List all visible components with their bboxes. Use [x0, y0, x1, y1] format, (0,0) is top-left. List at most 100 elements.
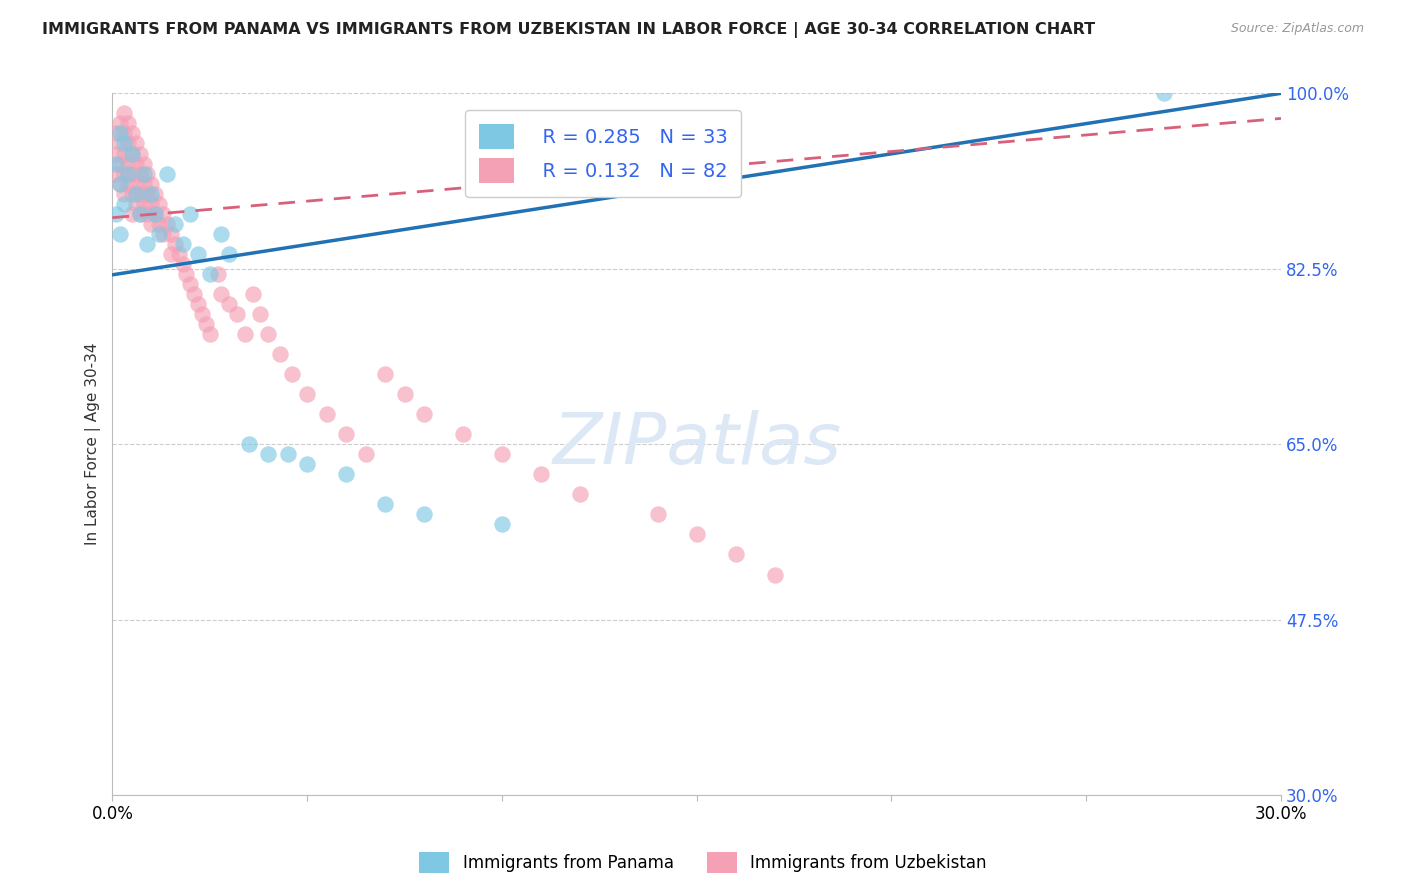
Point [121, 146, 143, 161]
Point [125, 196, 148, 211]
Point [207, 267, 229, 281]
Point [136, 236, 159, 251]
Point [172, 236, 194, 251]
Point [176, 267, 198, 281]
Point [112, 196, 135, 211]
Point [108, 127, 131, 141]
Point [132, 196, 155, 211]
Point [295, 457, 318, 471]
Point [183, 286, 205, 301]
Point [108, 177, 131, 191]
Point [491, 447, 513, 461]
Point [141, 217, 163, 231]
Point [724, 548, 747, 562]
Point [105, 156, 128, 170]
Point [156, 167, 179, 181]
Point [128, 207, 150, 221]
Point [187, 297, 209, 311]
Point [112, 186, 135, 201]
Point [108, 136, 131, 151]
Point [117, 116, 139, 130]
Point [218, 297, 240, 311]
Legend: Immigrants from Panama, Immigrants from Uzbekistan: Immigrants from Panama, Immigrants from … [412, 846, 994, 880]
Point [568, 487, 591, 501]
Point [163, 236, 186, 251]
Text: ZIPatlas: ZIPatlas [553, 409, 841, 479]
Point [242, 286, 264, 301]
Point [763, 567, 786, 582]
Point [148, 196, 170, 211]
Point [112, 127, 135, 141]
Text: IMMIGRANTS FROM PANAMA VS IMMIGRANTS FROM UZBEKISTAN IN LABOR FORCE | AGE 30-34 : IMMIGRANTS FROM PANAMA VS IMMIGRANTS FRO… [42, 22, 1095, 38]
Point [198, 267, 221, 281]
Point [194, 317, 217, 331]
Y-axis label: In Labor Force | Age 30-34: In Labor Force | Age 30-34 [86, 343, 101, 546]
Point [132, 167, 155, 181]
Point [148, 217, 170, 231]
Point [354, 447, 377, 461]
Point [143, 186, 166, 201]
Point [128, 186, 150, 201]
Text: Source: ZipAtlas.com: Source: ZipAtlas.com [1230, 22, 1364, 36]
Point [108, 116, 131, 130]
Point [136, 167, 159, 181]
Point [132, 177, 155, 191]
Point [125, 177, 148, 191]
Point [238, 437, 260, 451]
Point [451, 427, 474, 442]
Point [112, 146, 135, 161]
Point [413, 407, 436, 421]
Point [105, 127, 128, 141]
Point [530, 467, 553, 482]
Point [128, 146, 150, 161]
Point [141, 177, 163, 191]
Point [233, 326, 256, 341]
Point [128, 207, 150, 221]
Point [121, 127, 143, 141]
Point [143, 207, 166, 221]
Point [277, 447, 299, 461]
Point [249, 307, 271, 321]
Point [108, 177, 131, 191]
Point [257, 447, 280, 461]
Point [141, 186, 163, 201]
Point [160, 246, 183, 260]
Point [198, 326, 221, 341]
Point [179, 277, 201, 291]
Point [132, 156, 155, 170]
Point [211, 286, 233, 301]
Point [125, 186, 148, 201]
Point [105, 146, 128, 161]
Legend:   R = 0.285   N = 33,   R = 0.132   N = 82: R = 0.285 N = 33, R = 0.132 N = 82 [465, 110, 741, 197]
Point [125, 136, 148, 151]
Point [374, 497, 396, 511]
Point [413, 508, 436, 522]
Point [269, 347, 291, 361]
Point [315, 407, 337, 421]
Point [141, 196, 163, 211]
Point [152, 207, 174, 221]
Point [121, 167, 143, 181]
Point [121, 146, 143, 161]
Point [117, 156, 139, 170]
Point [335, 427, 357, 442]
Point [152, 227, 174, 241]
Point [191, 307, 214, 321]
Point [105, 167, 128, 181]
Point [280, 367, 302, 381]
Point [335, 467, 357, 482]
Point [160, 227, 183, 241]
Point [121, 186, 143, 201]
Point [117, 177, 139, 191]
Point [112, 106, 135, 120]
Point [112, 167, 135, 181]
Point [491, 517, 513, 532]
Point [226, 307, 249, 321]
Point [125, 156, 148, 170]
Point [136, 186, 159, 201]
Point [686, 527, 709, 541]
Point [105, 207, 128, 221]
Point [148, 227, 170, 241]
Point [143, 207, 166, 221]
Point [211, 227, 233, 241]
